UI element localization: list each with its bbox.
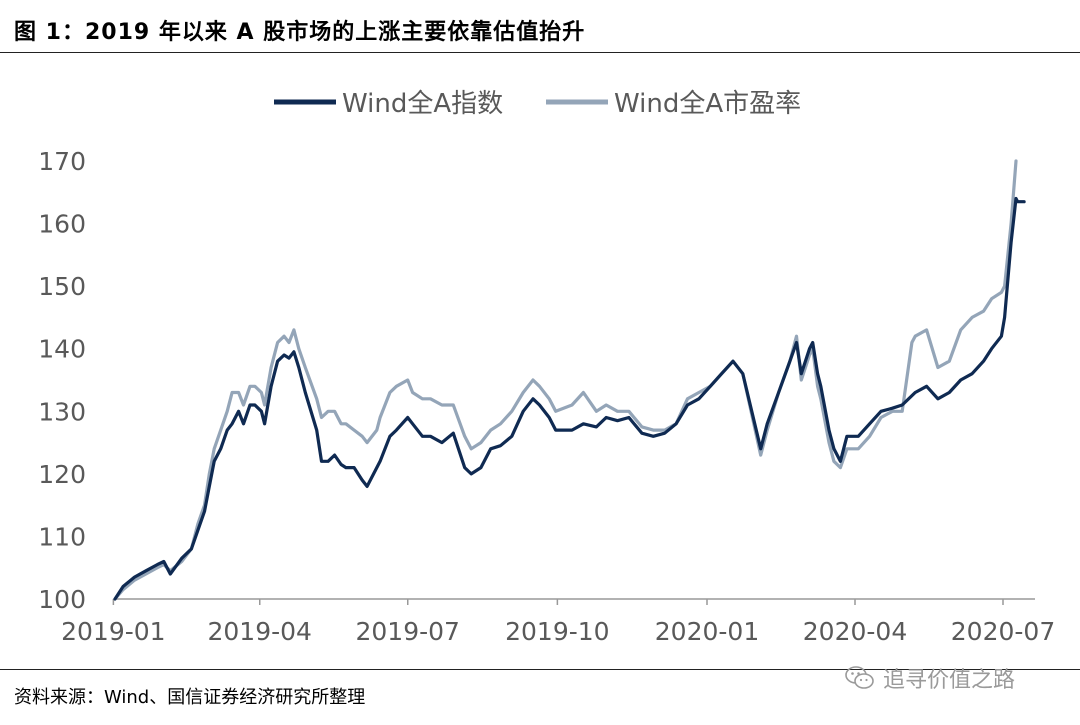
- wechat-icon: [845, 666, 874, 689]
- watermark: 追寻价值之路: [845, 662, 1015, 694]
- x-tick-label: 2019-04: [208, 617, 312, 646]
- x-tick-label: 2019-01: [61, 617, 165, 646]
- y-axis: 100 110 120 130 140 150 160 170: [38, 147, 86, 614]
- y-tick-label: 170: [38, 147, 86, 176]
- y-tick-label: 130: [38, 397, 86, 426]
- legend-label-wind-pe: Wind全A市盈率: [614, 89, 801, 119]
- legend-label-wind-index: Wind全A指数: [342, 89, 503, 119]
- x-tick-label: 2019-07: [356, 617, 460, 646]
- figure-title: 图 1：2019 年以来 A 股市场的上涨主要依靠估值抬升: [14, 20, 586, 45]
- y-tick-label: 100: [38, 585, 86, 614]
- y-tick-label: 140: [38, 335, 86, 364]
- x-tick-label: 2019-10: [505, 617, 609, 646]
- x-tick-label: 2020-01: [655, 617, 759, 646]
- source-note: 资料来源：Wind、国信证券经济研究所整理: [14, 687, 366, 708]
- series-layer: [113, 159, 1026, 601]
- series-line-wind-pe: [113, 159, 1018, 601]
- x-axis: 2019-01 2019-04 2019-07 2019-10 2020-01 2020-…: [61, 599, 1055, 646]
- x-tick-label: 2020-07: [951, 617, 1055, 646]
- title-rule: [0, 52, 1080, 53]
- y-tick-label: 160: [38, 210, 86, 239]
- y-tick-label: 150: [38, 272, 86, 301]
- x-tick-label: 2020-04: [803, 617, 907, 646]
- series-line-wind-index: [113, 196, 1026, 601]
- legend: Wind全A指数 Wind全A市盈率: [274, 89, 801, 119]
- footer-rule: [0, 669, 1080, 670]
- watermark-text: 追寻价值之路: [883, 668, 1016, 693]
- y-tick-label: 110: [38, 522, 86, 551]
- y-tick-label: 120: [38, 460, 86, 489]
